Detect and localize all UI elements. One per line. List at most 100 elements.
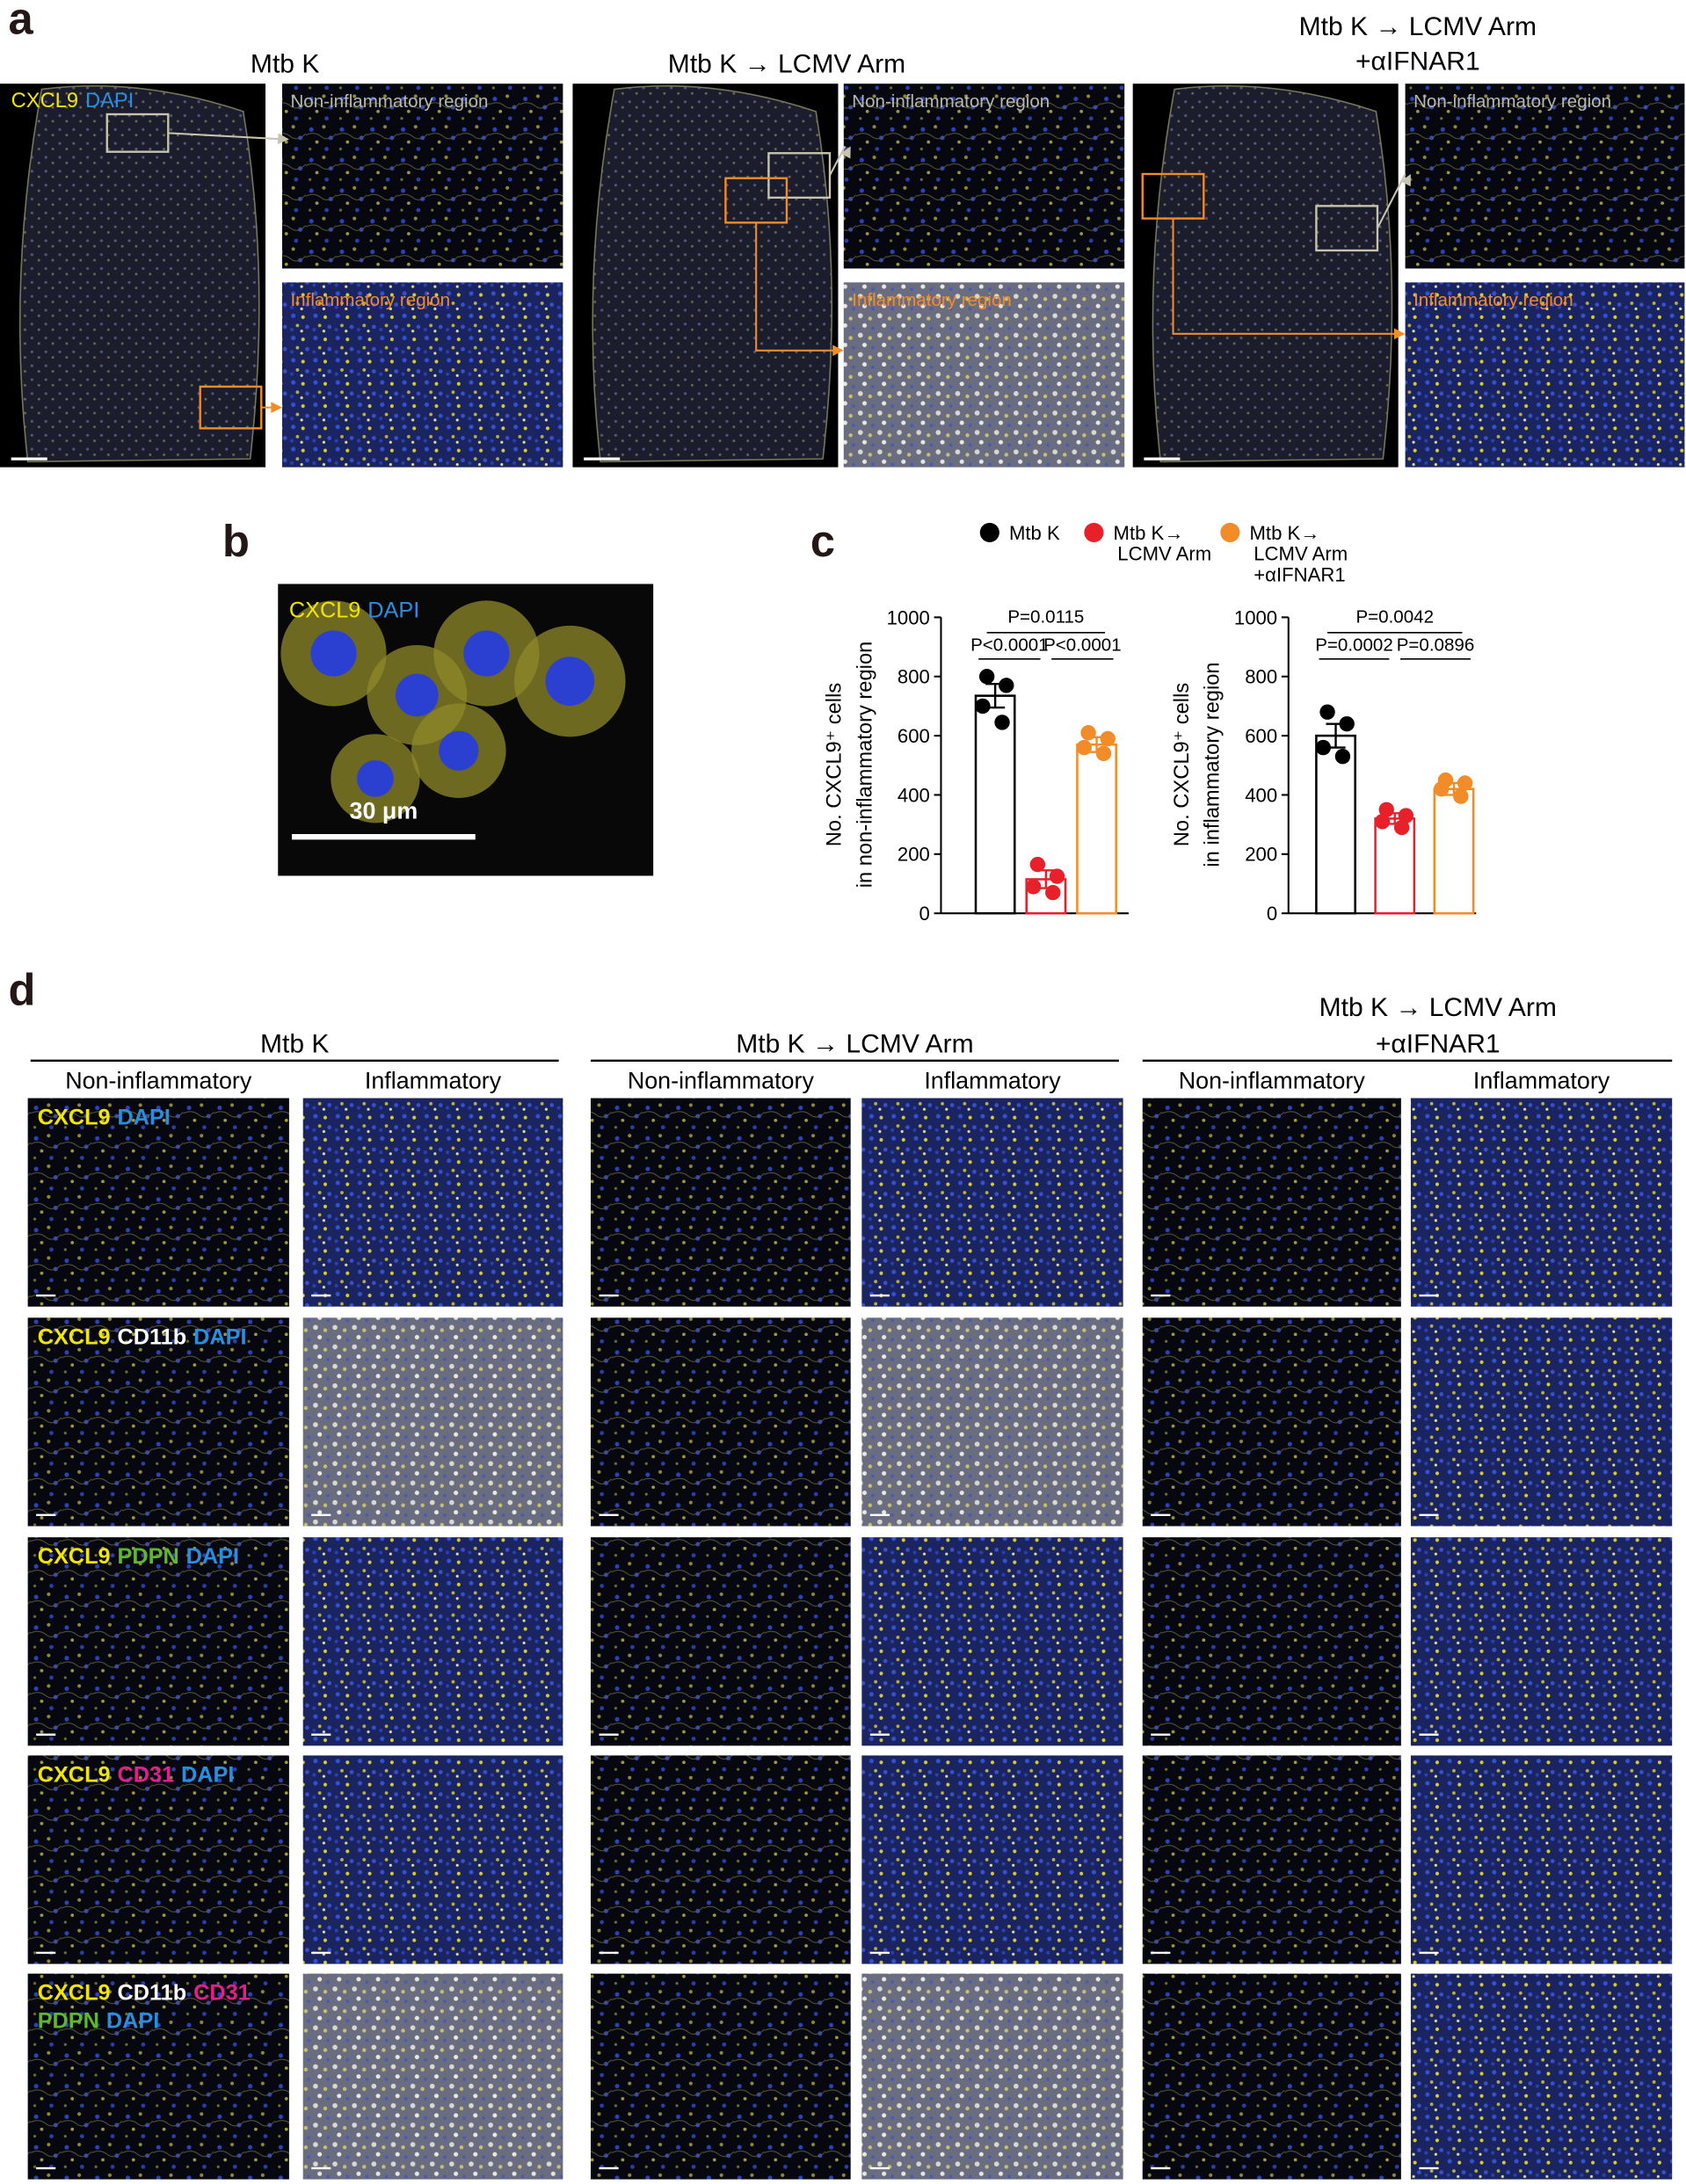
- roi-arrow: [1377, 173, 1406, 229]
- cell-nucleus: [310, 630, 357, 677]
- lung-section: [18, 84, 260, 463]
- stain-word: CXCL9: [38, 1324, 111, 1349]
- arrow-head: [840, 146, 851, 159]
- y-axis-label: No. CXCL9⁺ cells: [1171, 683, 1194, 846]
- stain-word: DAPI: [186, 1544, 239, 1569]
- y-axis-label: in inflammatory region: [1202, 662, 1225, 867]
- inset-inflammatory: [1405, 282, 1685, 468]
- legend-marker: [979, 522, 999, 543]
- stain-word: CXCL9: [289, 598, 361, 622]
- column-label: Inflammatory: [365, 1067, 502, 1093]
- micrograph: [302, 1537, 563, 1746]
- y-tick-label: 0: [919, 903, 930, 925]
- stain-label: CXCL9 DAPI: [11, 90, 134, 112]
- arrow-head: [271, 402, 282, 413]
- stain-word: DAPI: [181, 1762, 234, 1787]
- roi-arrow: [829, 145, 847, 177]
- inset-label: Inflammatory region: [852, 290, 1012, 310]
- legend-label: LCMV Arm: [1117, 543, 1211, 565]
- data-point: [1334, 748, 1351, 765]
- stain-word: DAPI: [85, 90, 134, 112]
- micrograph: [861, 1755, 1123, 1964]
- p-value: P=0.0115: [1007, 607, 1084, 628]
- y-tick-label: 400: [1245, 784, 1277, 806]
- y-tick-label: 1000: [887, 606, 930, 628]
- legend-label: Mtb K→: [1250, 522, 1320, 544]
- y-tick-label: 0: [1267, 903, 1277, 925]
- data-point: [999, 678, 1014, 693]
- micrograph: [27, 1755, 289, 1964]
- inset-label: Non-inflammatory region: [1413, 91, 1611, 112]
- micrograph: [1142, 1755, 1401, 1964]
- p-value: P<0.0001: [970, 635, 1049, 655]
- micrograph: [591, 1973, 851, 2180]
- legend-label: +αIFNAR1: [1254, 563, 1345, 585]
- cell-nucleus: [545, 657, 595, 706]
- micrograph: [591, 1537, 851, 1746]
- group-title: +αIFNAR1: [1355, 47, 1480, 76]
- column-label: Non-inflammatory: [1179, 1067, 1366, 1093]
- y-tick-label: 400: [898, 784, 930, 806]
- data-point: [1374, 814, 1391, 830]
- micrograph: [1410, 1973, 1673, 2180]
- data-point: [1095, 745, 1112, 762]
- micrograph: [302, 1098, 563, 1307]
- stain-word: PDPN: [117, 1544, 178, 1569]
- cell-nucleus: [396, 673, 439, 717]
- inset-inflammatory: [843, 282, 1125, 468]
- cell-nucleus: [463, 630, 510, 677]
- cell-nucleus: [357, 759, 394, 797]
- data-point: [1315, 739, 1332, 756]
- roi-arrow: [168, 132, 284, 141]
- group-title: Mtb K: [251, 50, 319, 79]
- stain-word: CD31: [117, 1762, 174, 1787]
- data-point: [1398, 808, 1414, 824]
- p-value: P=0.0042: [1355, 607, 1434, 628]
- inset-noninflammatory: [281, 83, 563, 269]
- bar: [1374, 817, 1416, 915]
- group-title: Mtb K → LCMV Arm: [1299, 12, 1537, 41]
- micrograph: [591, 1317, 851, 1527]
- inset-noninflammatory: [1405, 83, 1685, 269]
- micrograph: [591, 1755, 851, 1964]
- bar: [1433, 787, 1475, 915]
- data-point: [1100, 730, 1116, 747]
- stain-word: CD31: [193, 1981, 251, 2006]
- y-tick-label: 600: [898, 725, 930, 747]
- stain-label: CXCL9 CD11b CD31: [38, 1981, 251, 2006]
- data-point: [975, 698, 991, 715]
- stain-label: CXCL9 DAPI: [38, 1106, 171, 1130]
- micrograph: [861, 1317, 1123, 1527]
- inset-label: Inflammatory region: [1413, 290, 1573, 310]
- data-point: [978, 669, 995, 685]
- data-point: [1393, 819, 1410, 836]
- p-value: P=0.0896: [1397, 635, 1475, 655]
- inset-noninflammatory: [843, 83, 1125, 269]
- data-point: [1319, 704, 1335, 720]
- micrograph: [1410, 1317, 1673, 1527]
- data-point: [1029, 856, 1046, 873]
- p-value: P<0.0001: [1043, 635, 1122, 655]
- bar: [1076, 743, 1117, 915]
- stain-word: CXCL9: [11, 90, 78, 112]
- stain-word: PDPN: [38, 2008, 99, 2033]
- y-tick-label: 600: [1245, 725, 1277, 747]
- column-label: Non-inflammatory: [628, 1067, 815, 1093]
- micrograph: [861, 1098, 1123, 1307]
- micrograph: [27, 1973, 289, 2180]
- data-point: [1076, 739, 1093, 756]
- stain-label: CXCL9 DAPI: [289, 598, 419, 622]
- cell-nucleus: [439, 730, 479, 771]
- group-title: Mtb K: [260, 1029, 329, 1058]
- micrograph: [861, 1973, 1123, 2180]
- inset-label: Non-inflammatory region: [852, 91, 1050, 112]
- stain-label: CXCL9 CD31 DAPI: [38, 1762, 235, 1787]
- stain-word: CD11b: [117, 1981, 186, 2006]
- legend-label: Mtb K→: [1114, 522, 1184, 544]
- stain-word: CXCL9: [38, 1106, 111, 1130]
- data-point: [994, 715, 1010, 730]
- micrograph: [302, 1317, 563, 1527]
- data-point: [1025, 879, 1042, 895]
- y-tick-label: 1000: [1234, 606, 1277, 628]
